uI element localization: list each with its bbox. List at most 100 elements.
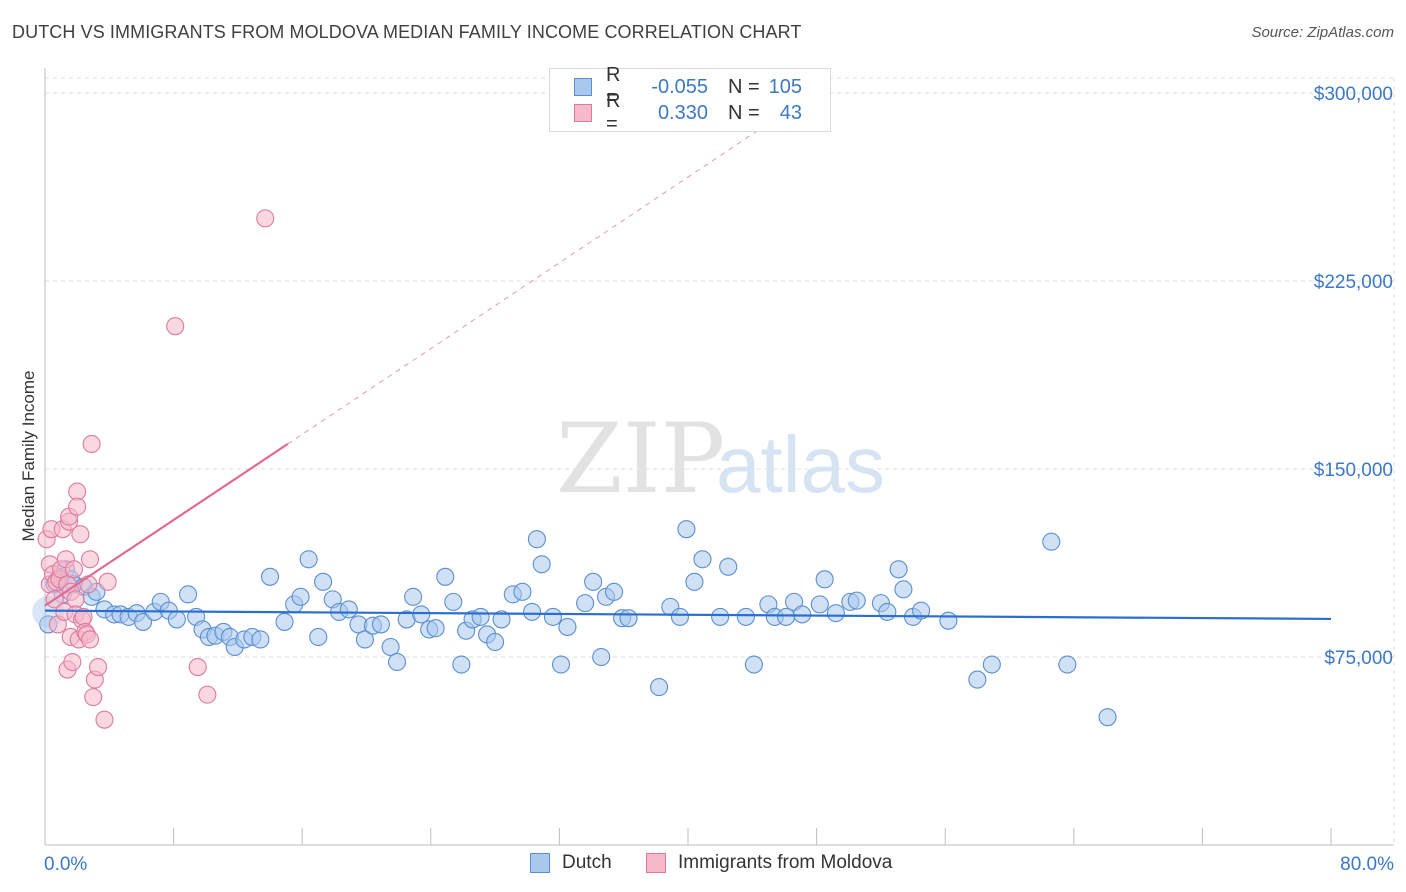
dutch-point — [558, 617, 577, 636]
dutch-point — [894, 580, 913, 599]
dutch-point — [309, 627, 328, 647]
dutch-point — [693, 550, 712, 569]
moldova-point — [166, 317, 185, 336]
moldova-legend-swatch — [646, 853, 666, 873]
moldova-point — [66, 590, 85, 609]
moldova-points — [37, 209, 275, 729]
legend-item-moldova[interactable]: Immigrants from Moldova — [646, 852, 892, 874]
y-tick-label: $150,000 — [1314, 460, 1393, 481]
dutch-point — [719, 557, 738, 576]
y-tick-label: $75,000 — [1324, 648, 1393, 669]
dutch-point — [810, 595, 829, 614]
dutch-point — [968, 670, 987, 689]
dutch-point — [412, 605, 431, 624]
moldova-trend-extension — [287, 117, 777, 445]
moldova-point — [68, 497, 87, 516]
dutch-point — [736, 607, 755, 626]
moldova-point — [63, 652, 82, 672]
n-value: 105 — [768, 75, 802, 98]
legend-row-dutch: R = -0.055 N = 105 — [574, 64, 802, 109]
dutch-trend-line — [44, 609, 1332, 621]
dutch-point — [677, 520, 696, 539]
moldova-point — [79, 575, 98, 594]
dutch-point — [532, 555, 551, 574]
dutch-point — [543, 607, 563, 626]
moldova-point — [95, 710, 114, 729]
dutch-point — [1042, 532, 1061, 551]
dutch-point — [847, 591, 866, 610]
dutch-point — [650, 678, 669, 697]
dutch-point — [912, 601, 931, 620]
dutch-point — [744, 655, 763, 674]
dutch-point — [1058, 655, 1077, 674]
dutch-point — [387, 652, 407, 672]
r-value: -0.055 — [651, 75, 708, 98]
moldova-point — [80, 630, 100, 649]
x-tick-label: 0.0% — [44, 854, 87, 875]
y-axis-label: Median Family Income — [19, 370, 38, 541]
dutch-point — [251, 630, 270, 649]
dutch-points — [32, 520, 1117, 727]
dutch-point — [523, 602, 542, 621]
dutch-point — [426, 619, 445, 638]
dutch-point — [711, 607, 730, 626]
dutch-point — [1098, 708, 1117, 727]
moldova-point — [68, 482, 87, 501]
chart-title: DUTCH VS IMMIGRANTS FROM MOLDOVA MEDIAN … — [12, 22, 802, 42]
dutch-point — [777, 607, 796, 626]
moldova-point — [80, 550, 100, 569]
zipatlas-watermark: ZIP atlas — [556, 403, 885, 515]
dutch-legend-swatch — [530, 853, 550, 873]
x-tick-label: 80.0% — [1340, 854, 1394, 875]
moldova-point — [84, 688, 103, 707]
dutch-point — [889, 560, 908, 579]
n-label: N = — [728, 101, 760, 124]
watermark-zip: ZIP — [556, 403, 725, 515]
dutch-point — [527, 530, 546, 549]
dutch-point — [982, 655, 1001, 674]
moldova-point — [98, 572, 117, 591]
dutch-point — [826, 604, 845, 623]
n-value: 43 — [779, 101, 802, 124]
moldova-point — [198, 685, 217, 704]
moldova-point — [82, 434, 101, 454]
dutch-point — [878, 602, 897, 621]
dutch-point — [551, 655, 571, 674]
dutch-point — [371, 615, 391, 634]
dutch-point — [670, 607, 690, 626]
moldova-point — [64, 560, 83, 579]
dutch-point — [314, 572, 333, 591]
dutch-point — [576, 594, 595, 613]
y-tick-labels: $75,000 $150,000 $225,000 $300,000 — [1314, 84, 1393, 669]
dutch-point — [275, 612, 294, 631]
dutch-point — [444, 592, 463, 611]
dutch-point — [134, 612, 153, 631]
y-tick-label: $225,000 — [1314, 272, 1393, 293]
source-credit: Source: ZipAtlas.com — [1251, 24, 1394, 41]
dutch-point — [179, 585, 198, 604]
legend-item-dutch[interactable]: Dutch — [530, 852, 612, 874]
dutch-point — [339, 600, 358, 619]
legend-row-moldova: R = 0.330 N = 43 — [574, 90, 802, 135]
dutch-point — [299, 550, 318, 569]
moldova-point — [256, 209, 275, 228]
dutch-point — [605, 582, 624, 601]
watermark-atlas: atlas — [716, 420, 885, 509]
dutch-point — [815, 570, 834, 589]
y-tick-label: $300,000 — [1314, 84, 1393, 105]
dutch-point — [260, 567, 280, 586]
dutch-point — [486, 632, 505, 652]
x-tick-labels: 0.0% 80.0% — [44, 854, 1394, 875]
dutch-legend-label: Dutch — [562, 852, 612, 873]
axes — [44, 68, 1394, 846]
moldova-trend-line — [44, 443, 289, 607]
dutch-point — [452, 655, 471, 674]
dutch-point — [404, 587, 423, 606]
moldova-point — [188, 657, 207, 677]
moldova-point — [71, 525, 90, 544]
dutch-point — [167, 610, 186, 629]
dutch-point — [436, 567, 455, 586]
dutch-swatch — [574, 78, 592, 96]
moldova-point — [88, 657, 108, 677]
moldova-swatch — [574, 104, 592, 122]
